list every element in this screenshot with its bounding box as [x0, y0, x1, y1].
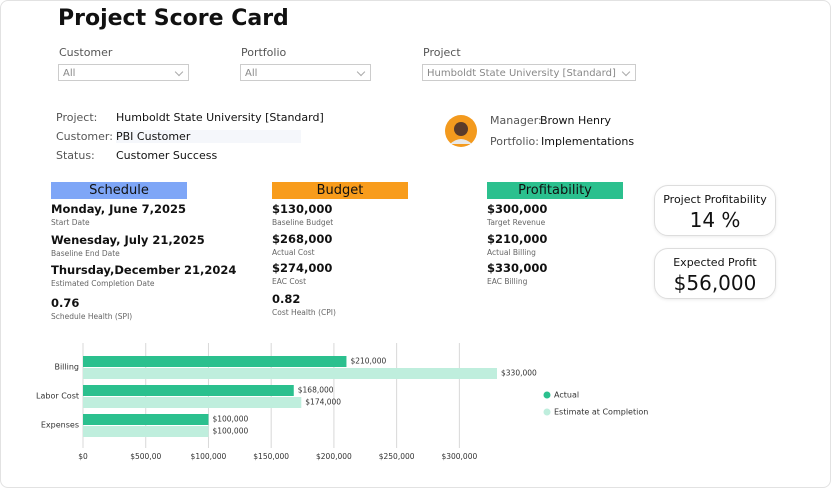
- bar: [83, 356, 347, 367]
- metric-value: 0.76: [51, 296, 80, 310]
- filter-dropdown[interactable]: All: [240, 64, 371, 81]
- manager-value: Implementations: [541, 135, 635, 148]
- kpi-label: Expected Profit: [673, 256, 757, 269]
- metric-label: Estimated Completion Date: [51, 279, 155, 288]
- metric-label: EAC Cost: [272, 277, 307, 286]
- filter-dropdown[interactable]: Humboldt State University [Standard]: [422, 64, 636, 81]
- filter-dropdown[interactable]: All: [58, 64, 189, 81]
- manager-label: Portfolio:: [490, 135, 539, 148]
- kpi-value: $56,000: [673, 271, 757, 295]
- value-label: $330,000: [501, 369, 537, 378]
- metric-label: Start Date: [51, 218, 90, 227]
- detail-value: Customer Success: [116, 149, 218, 162]
- metric-value: 0.82: [272, 292, 301, 306]
- x-tick-label: $0: [78, 452, 88, 461]
- x-tick-label: $500,00: [130, 452, 161, 461]
- metric-label: Baseline Budget: [272, 218, 334, 227]
- kpi-card: Expected Profit $56,000: [654, 248, 776, 299]
- filter-label: Portfolio: [241, 46, 287, 59]
- x-tick-label: $300,000: [441, 452, 477, 461]
- metric-label: EAC Billing: [487, 277, 528, 286]
- filter-label: Customer: [59, 46, 113, 59]
- metric-value: $210,000: [487, 232, 548, 246]
- page-title: Project Score Card: [58, 6, 289, 31]
- detail-label: Project:: [56, 111, 98, 124]
- detail-value: PBI Customer: [116, 130, 301, 143]
- metric-value: $300,000: [487, 202, 548, 216]
- metric-label: Schedule Health (SPI): [51, 312, 133, 321]
- metric-value: Thursday,December 21,2024: [51, 263, 237, 277]
- manager-avatar: [445, 115, 477, 147]
- metric-value: $330,000: [487, 261, 548, 275]
- legend-label: Actual: [554, 391, 579, 400]
- detail-value: Humboldt State University [Standard]: [116, 111, 324, 124]
- x-tick-label: $200,000: [316, 452, 352, 461]
- bar: [83, 368, 497, 379]
- kpi-value: 14 %: [689, 208, 741, 232]
- metric-label: Cost Health (CPI): [272, 308, 336, 317]
- value-label: $210,000: [350, 357, 386, 366]
- category-label: Expenses: [41, 421, 79, 430]
- metric-value: $130,000: [272, 202, 333, 216]
- bar: [83, 385, 294, 396]
- metric-value: Wenesday, July 21,2025: [51, 233, 205, 247]
- x-tick-label: $100,000: [191, 452, 227, 461]
- section-header: Profitability: [487, 182, 623, 199]
- value-label: $174,000: [305, 398, 341, 407]
- metric-label: Target Revenue: [487, 218, 546, 227]
- category-label: Labor Cost: [36, 392, 79, 401]
- metric-label: Actual Billing: [487, 248, 536, 257]
- kpi-card: Project Profitability 14 %: [654, 185, 776, 236]
- legend-label: Estimate at Completion: [554, 408, 648, 417]
- detail-label: Customer:: [56, 130, 113, 143]
- value-label: $100,000: [212, 415, 248, 424]
- metric-value: $268,000: [272, 232, 333, 246]
- x-tick-label: $150,000: [253, 452, 289, 461]
- kpi-label: Project Profitability: [663, 193, 767, 206]
- section-header: Budget: [272, 182, 408, 199]
- bar: [83, 426, 209, 437]
- metric-value: Monday, June 7,2025: [51, 202, 186, 216]
- manager-value: Brown Henry: [540, 114, 612, 127]
- section-header: Schedule: [51, 182, 187, 199]
- category-label: Billing: [54, 363, 79, 372]
- value-label: $100,000: [212, 427, 248, 436]
- metric-label: Baseline End Date: [51, 249, 120, 258]
- filter-label: Project: [423, 46, 461, 59]
- value-label: $168,000: [298, 386, 334, 395]
- legend-swatch: [543, 391, 551, 399]
- bar: [83, 414, 209, 425]
- manager-label: Manager:: [490, 114, 542, 127]
- metric-value: $274,000: [272, 261, 333, 275]
- legend-swatch: [543, 408, 551, 416]
- metric-label: Actual Cost: [272, 248, 315, 257]
- bar: [83, 397, 302, 408]
- x-tick-label: $250,000: [379, 452, 415, 461]
- detail-label: Status:: [56, 149, 95, 162]
